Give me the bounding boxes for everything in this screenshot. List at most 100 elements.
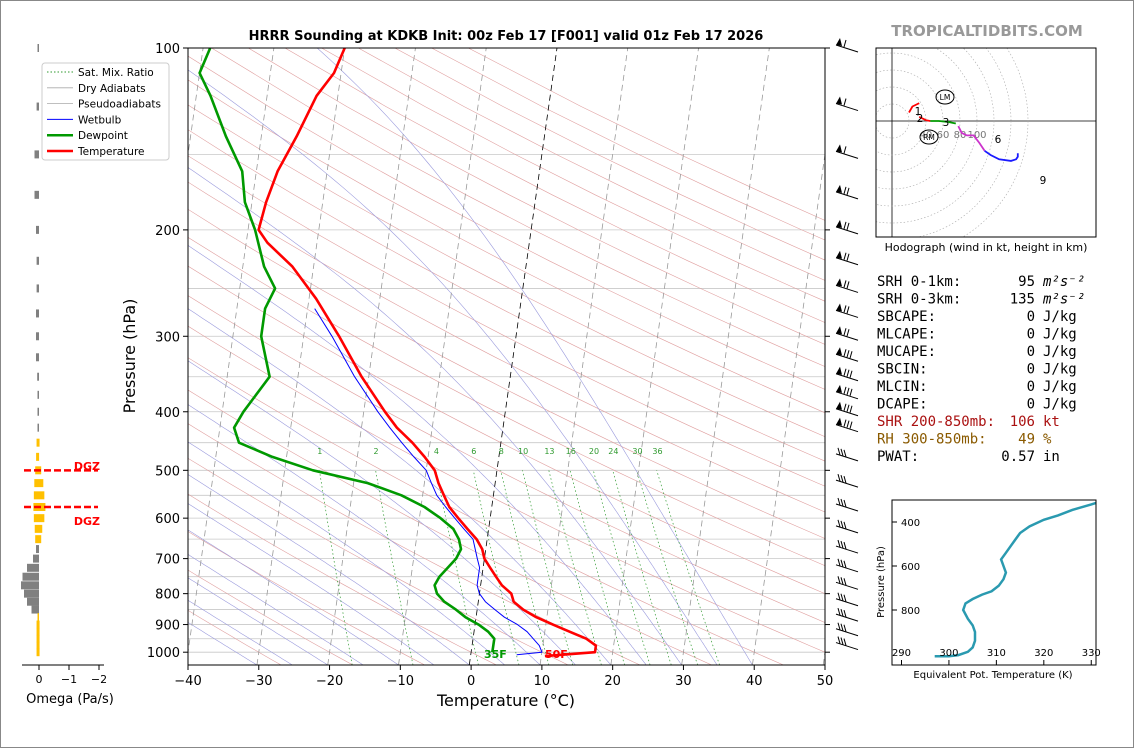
mixing-ratio-line	[612, 470, 672, 665]
mixing-ratio-line	[636, 470, 699, 665]
hodo-segment	[930, 120, 956, 125]
barb-flag	[849, 370, 853, 378]
barb-flag	[843, 499, 847, 508]
barb-flag	[840, 474, 844, 483]
mixing-ratio-label: 1	[317, 447, 322, 456]
hodo-segment	[957, 125, 986, 152]
index-unit: kt	[1043, 414, 1060, 430]
pseudoadiabat-line	[188, 245, 647, 665]
x-tick-label: 30	[675, 674, 692, 689]
barb-flag	[840, 593, 844, 601]
dry-adiabat-line	[188, 457, 569, 665]
barb-flag	[843, 368, 847, 376]
omega-bar	[31, 605, 39, 614]
barb-flag	[849, 421, 853, 429]
barb-pennant	[836, 326, 842, 335]
barb-staff	[835, 391, 859, 400]
barb-pennant	[836, 366, 842, 375]
storm-motion-marker	[919, 129, 939, 145]
barb-pennant	[836, 401, 842, 410]
hodo-height-label: 1	[915, 106, 922, 118]
barb-pennant	[836, 184, 842, 193]
omega-bar	[35, 535, 42, 544]
index-unit: J/kg	[1043, 309, 1077, 325]
mixing-ratio-line	[548, 470, 602, 665]
mixing-ratio-label: 4	[434, 447, 439, 456]
thetae-ticks: 290 300 310 320 330 400 600 800	[892, 518, 1101, 665]
barb-flag	[840, 559, 844, 567]
mixing-ratio-line	[375, 470, 414, 665]
hodograph-frame	[875, 47, 1097, 238]
barb-flag	[843, 541, 847, 550]
omega-bar	[37, 390, 39, 399]
barb-staff	[835, 44, 859, 53]
barb-flag	[840, 623, 844, 631]
barb-flag	[846, 350, 850, 358]
barb-flag	[846, 253, 850, 261]
barb-flag	[840, 637, 844, 645]
barb-flag	[846, 329, 850, 337]
storm-motion-label: LM	[940, 93, 951, 102]
wind-barb	[835, 401, 859, 417]
barb-pennant	[836, 303, 842, 312]
barb-staff	[835, 424, 859, 433]
wind-barb	[835, 184, 859, 200]
barb-flag	[843, 98, 847, 106]
dry-adiabat-line	[211, 48, 825, 367]
x-tick-label: 0	[467, 674, 475, 689]
dry-adiabat-line	[188, 55, 825, 390]
barb-flag	[840, 520, 844, 529]
barb-staff	[835, 332, 859, 341]
y-tick-label: 600	[155, 512, 180, 527]
index-value: 106	[1010, 414, 1035, 430]
x-tick-label: −20	[316, 674, 343, 689]
barb-staff	[835, 453, 859, 462]
barb-flag	[843, 475, 847, 484]
omega-bar	[34, 190, 39, 199]
hodo-ring	[876, 52, 961, 190]
temperature-trace	[257, 48, 598, 658]
index-unit: %	[1043, 432, 1052, 448]
hodo-ring	[917, 48, 1012, 237]
barb-flag	[846, 281, 850, 289]
thetae-x-tick-label: 310	[987, 648, 1006, 659]
index-value: 49	[1018, 432, 1035, 448]
omega-bar	[36, 256, 39, 265]
skewt-xlabel: Temperature (°C)	[436, 691, 575, 710]
mixing-ratio-label: 6	[471, 447, 476, 456]
omega-bar	[36, 452, 40, 461]
dry-adiabat-line	[358, 48, 825, 281]
omega-bar	[27, 597, 39, 606]
omega-bar	[37, 613, 39, 622]
omega-bar	[37, 423, 39, 432]
hodo-ring	[876, 48, 995, 224]
thetae-x-tick-label: 290	[892, 648, 911, 659]
wind-barb	[835, 539, 859, 554]
wetbulb-trace	[314, 308, 543, 656]
barb-staff	[835, 191, 859, 200]
barb-staff	[835, 525, 859, 534]
barb-flag	[843, 521, 847, 530]
dry-adiabat-line	[394, 48, 825, 261]
y-tick-label: 800	[155, 588, 180, 603]
barb-flag	[840, 609, 844, 617]
wind-barb	[835, 326, 859, 341]
barb-staff	[835, 353, 859, 362]
thetae-x-tick-label: 330	[1082, 648, 1101, 659]
barb-flag	[837, 592, 841, 600]
omega-tick-label: 0	[36, 673, 43, 686]
wind-barb	[835, 347, 859, 362]
barb-flag	[846, 420, 850, 428]
barb-staff	[835, 373, 859, 382]
barb-flag	[843, 624, 847, 632]
mixing-ratio-line	[656, 470, 720, 665]
pseudoadiabat-line	[188, 577, 328, 665]
pseudoadiabat-line	[188, 69, 718, 665]
omega-bar	[36, 634, 40, 643]
omega-bar	[36, 648, 40, 657]
barb-pennant	[836, 384, 842, 393]
dry-adiabat-line	[188, 208, 825, 539]
barb-staff	[835, 150, 859, 159]
barb-flag	[849, 388, 853, 396]
skewt-legend: Sat. Mix. Ratio Dry Adiabats Pseudoadiabat…	[41, 62, 170, 161]
